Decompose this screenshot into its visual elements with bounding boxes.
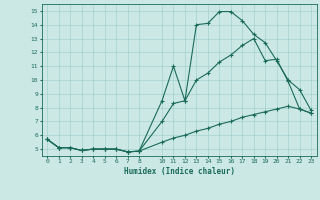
- X-axis label: Humidex (Indice chaleur): Humidex (Indice chaleur): [124, 167, 235, 176]
